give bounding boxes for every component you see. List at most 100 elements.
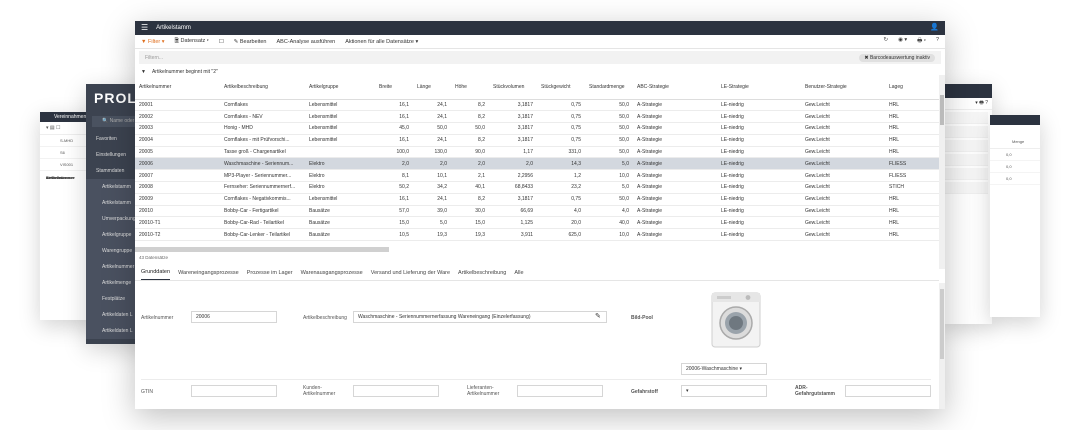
edit-button[interactable]: ✎ Bearbeiten	[233, 38, 267, 45]
scrollbar-thumb[interactable]	[940, 95, 944, 125]
view-icon[interactable]: ◉ ▾	[898, 37, 908, 43]
table-cell: 16,1	[375, 99, 413, 112]
column-header[interactable]: LE-Strategie	[717, 75, 801, 100]
customer-artnr-field[interactable]	[353, 385, 439, 397]
table-row[interactable]: 20007 MP3-Player - Seriennummer... Elektro…	[135, 169, 939, 183]
table-cell: 20002	[135, 110, 220, 124]
column-header[interactable]: Länge	[413, 75, 451, 100]
table-cell: Gew.Leicht	[801, 110, 885, 124]
refresh-icon[interactable]: ↻	[883, 37, 889, 43]
column-header[interactable]: Artikelgruppe	[305, 75, 375, 100]
nav-search-input[interactable]: 🔍 Name oder St	[92, 116, 150, 127]
dataset-button[interactable]: 🗎 Datensatz ▾	[174, 38, 209, 44]
nav-item[interactable]: Einstellungen	[96, 152, 127, 158]
column-header[interactable]: Höhe	[451, 75, 489, 100]
hamburger-menu-icon[interactable]: ☰	[141, 23, 149, 32]
detail-scrollbar[interactable]	[939, 283, 945, 409]
checkbox-icon[interactable]: ☐	[218, 38, 224, 45]
table-cell: Gew.Leicht	[801, 169, 885, 183]
table-row[interactable]: 20010 Bobby-Car - Fertigartikel Bausätze 57…	[135, 205, 939, 218]
background-window-titlebar	[940, 84, 992, 98]
column-header[interactable]: Stückgewicht	[537, 75, 585, 100]
user-icon[interactable]: 👤	[930, 24, 939, 31]
table-row[interactable]: 20009 Cornflakes - Negativkommis... Lebens…	[135, 193, 939, 206]
table-row[interactable]: 20003 Honig - MHD Lebensmittel 45,0 50,0 50,0…	[135, 122, 939, 135]
table-cell: 3,1817	[489, 134, 537, 147]
table-cell: 39,0	[413, 205, 451, 218]
table-vertical-scrollbar[interactable]	[939, 75, 945, 269]
hazardous-select[interactable]: ▾	[681, 385, 767, 397]
table-row[interactable]: 20006 Waschmaschine - Seriennum... Elektro…	[135, 157, 939, 171]
adr-select[interactable]	[845, 385, 931, 397]
tab-artikelbeschreibung[interactable]: Artikelbeschreibung	[458, 269, 507, 276]
table-cell: Gew.Leicht	[801, 193, 885, 206]
filter-label: Filter	[147, 38, 161, 45]
scrollbar-thumb[interactable]	[940, 289, 944, 359]
table-cell: Lebensmittel	[305, 110, 375, 124]
column-header[interactable]: Lageg	[885, 75, 939, 100]
table-cell: Cornflakes - mit Prüfvorschi...	[220, 134, 305, 147]
table-cell: LE-niedrig	[717, 157, 801, 171]
edit-pen-icon[interactable]: ✎	[595, 313, 601, 320]
abc-analysis-button[interactable]: ABC-Analyse ausführen	[276, 38, 336, 45]
column-header[interactable]: Artikelnummer	[135, 75, 220, 100]
column-header[interactable]: Breite	[375, 75, 413, 100]
table-cell: 100,0	[375, 146, 413, 159]
column-header[interactable]: Standardmenge	[585, 75, 633, 100]
description-field[interactable]: Waschmaschine - Seriennummernerfassung W…	[353, 311, 607, 323]
artnr-field[interactable]: 20006	[191, 311, 277, 323]
filter-input[interactable]: Filtern... ✖ Barcodeauswertung inaktiv	[139, 51, 941, 64]
supplier-artnr-field[interactable]	[517, 385, 603, 397]
table-cell: 19,3	[413, 228, 451, 242]
background-header: Menge	[990, 125, 1040, 149]
table-cell: Gew.Leicht	[801, 216, 885, 230]
nav-item[interactable]: Favoriten	[96, 136, 117, 142]
table-row[interactable]: 20002 Cornflakes - NEV Lebensmittel 16,1 24,…	[135, 110, 939, 124]
background-row: S-MHD	[40, 135, 100, 147]
table-cell: A-Strategie	[633, 228, 717, 242]
table-cell: Lebensmittel	[305, 99, 375, 112]
table-row[interactable]: 20005 Tasse groß - Chargenartikel 100,0 130…	[135, 146, 939, 159]
table-cell: Gew.Leicht	[801, 228, 885, 242]
help-icon[interactable]: ?	[935, 37, 939, 43]
table-row[interactable]: 20010-T1 Bobby-Car-Rad - Teilartikel Bausä…	[135, 216, 939, 230]
image-select[interactable]: 20006-Waschmaschine ▾	[681, 363, 767, 375]
table-cell: Elektro	[305, 169, 375, 183]
table-row[interactable]: 20001 Cornflakes Lebensmittel 16,1 24,1 8,2 3,…	[135, 99, 939, 112]
barcode-chip[interactable]: ✖ Barcodeauswertung inaktiv	[859, 53, 935, 62]
table-cell: LE-niedrig	[717, 169, 801, 183]
table-row[interactable]: 20008 Fernseher: Seriennummernerf... Elekt…	[135, 181, 939, 194]
table-cell: 1,125	[489, 216, 537, 230]
actions-button[interactable]: Aktionen für alle Datensätze ▾	[345, 38, 419, 45]
table-cell: Honig - MHD	[220, 122, 305, 135]
washing-machine-image	[711, 292, 761, 348]
filter-button[interactable]: ▼ Filter ▾	[141, 38, 165, 45]
tab-grunddaten[interactable]: Grunddaten	[141, 265, 171, 280]
table-cell: HRL	[885, 228, 939, 242]
tab-prozesse-im-lager[interactable]: Prozesse im Lager	[246, 269, 293, 276]
tab-warenausgangsprozesse[interactable]: Warenausgangsprozesse	[300, 269, 363, 276]
column-header[interactable]: ABC-Strategie	[633, 75, 717, 100]
column-header[interactable]: Artikelbeschreibung	[220, 75, 305, 100]
actions-label: Aktionen für alle Datensätze	[345, 38, 414, 45]
table-row[interactable]: 20004 Cornflakes - mit Prüfvorschi... Lebe…	[135, 134, 939, 147]
column-header[interactable]: Stückvolumen	[489, 75, 537, 100]
dataset-label: Datensatz	[180, 38, 206, 44]
tab-wareneingangsprozesse[interactable]: Wareneingangsprozesse	[178, 269, 239, 276]
table-cell: STICH	[885, 181, 939, 194]
print-icon[interactable]: 🖶 ▾	[917, 38, 926, 44]
gtin-field[interactable]	[191, 385, 277, 397]
table-horizontal-scrollbar[interactable]	[135, 247, 389, 252]
tab-versand-und-lieferung-der-ware[interactable]: Versand und Lieferung der Ware	[370, 269, 451, 276]
background-label: Bestellnummer	[46, 175, 75, 180]
tab-alle[interactable]: Alle	[514, 269, 524, 276]
nav-item[interactable]: Stammdaten	[96, 168, 125, 174]
description-label: Artikelbeschreibung	[303, 315, 347, 321]
table-cell: 50,0	[585, 122, 633, 135]
column-header[interactable]: Benutzer-Strategie	[801, 75, 885, 100]
table-cell: 16,1	[375, 110, 413, 124]
table-cell: 30,0	[451, 205, 489, 218]
table-cell: Gew.Leicht	[801, 181, 885, 194]
table-row[interactable]: 20010-T2 Bobby-Car-Lenker - Teilartikel Ba…	[135, 228, 939, 242]
table-cell: Lebensmittel	[305, 134, 375, 147]
